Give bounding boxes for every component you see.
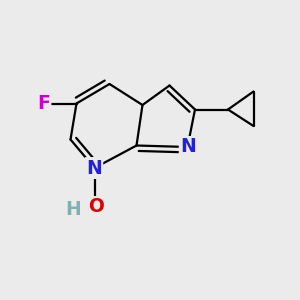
Text: N: N <box>180 137 196 157</box>
Text: O: O <box>88 197 104 217</box>
Text: N: N <box>86 158 102 178</box>
Text: F: F <box>37 94 50 113</box>
Text: H: H <box>65 200 81 219</box>
